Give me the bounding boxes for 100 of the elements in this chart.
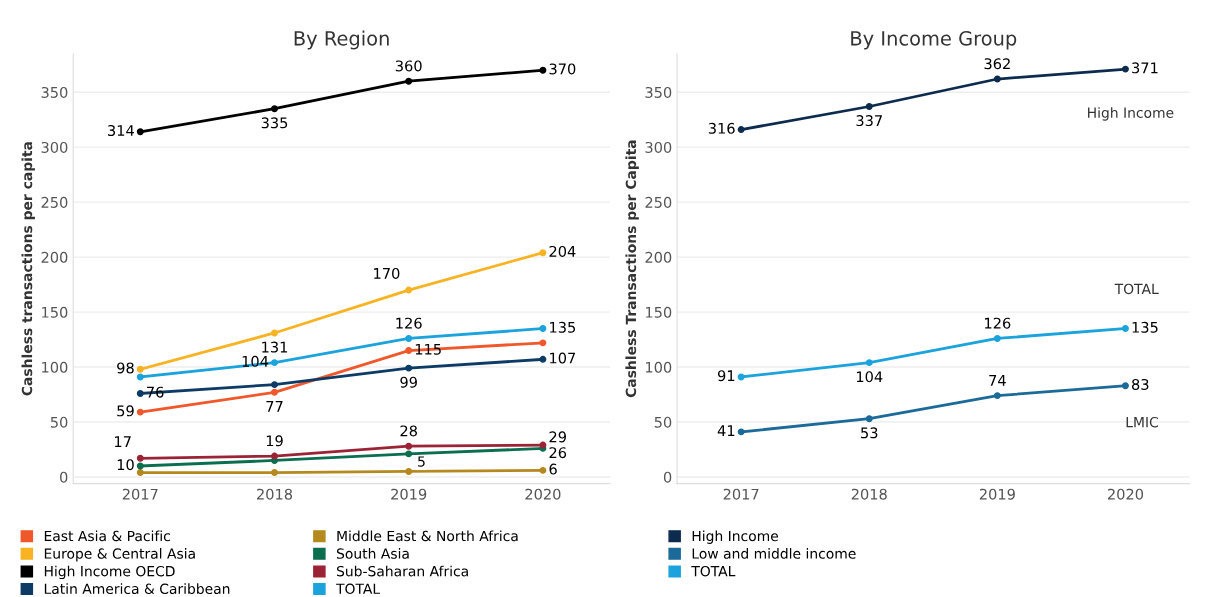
point (271, 388, 278, 396)
data-label: 98 (117, 362, 134, 374)
data-label: 370 (549, 63, 576, 75)
y-tick-label: 250 (41, 196, 68, 208)
y-tick-label: 350 (41, 86, 68, 98)
data-label: 83 (1131, 378, 1149, 390)
data-label: 337 (856, 115, 882, 127)
x-tick-label: 2017 (122, 488, 158, 500)
chart-title: By Income Group (851, 30, 1017, 50)
y-tick-label: 0 (663, 471, 672, 483)
data-label: 107 (550, 352, 576, 364)
point (993, 75, 1001, 83)
point (539, 355, 547, 363)
point (539, 466, 547, 474)
y-axis-title: Cashless Transactions per Capita (625, 140, 639, 398)
point (271, 105, 278, 113)
point (405, 286, 413, 294)
data-label: 41 (717, 425, 735, 436)
point (737, 428, 745, 436)
point (136, 365, 144, 373)
y-tick-label: 150 (42, 306, 68, 318)
point (405, 468, 413, 475)
point (271, 469, 278, 477)
data-label: 170 (374, 267, 400, 279)
point (405, 347, 413, 355)
point (405, 450, 413, 458)
data-label: 115 (415, 343, 441, 355)
y-axis-title: Cashless transactions per capita (21, 142, 35, 396)
annotation: High Income (1088, 107, 1174, 121)
data-label: 19 (266, 435, 283, 447)
point (136, 389, 144, 397)
data-label: 99 (400, 376, 417, 388)
chart-title: By Region (294, 30, 389, 50)
point (539, 66, 547, 74)
point (865, 415, 873, 423)
point (136, 408, 144, 416)
legend-label: Latin America & Caribbean (44, 583, 230, 595)
y-tick-label: 300 (645, 141, 672, 153)
point (539, 339, 547, 347)
data-label: 126 (985, 317, 1011, 329)
data-label: 126 (396, 317, 422, 329)
point (405, 442, 413, 450)
point (405, 364, 413, 372)
y-tick-label: 50 (50, 416, 68, 428)
point (737, 126, 745, 134)
legend-label: TOTAL (691, 565, 736, 577)
point (271, 329, 278, 337)
legend-label: Sub-Saharan Africa (336, 565, 468, 577)
point (865, 103, 873, 110)
point (271, 359, 278, 367)
data-label: 135 (550, 321, 576, 333)
data-label: 77 (266, 401, 283, 412)
data-label: 59 (117, 405, 134, 417)
data-label: 17 (115, 436, 131, 447)
point (539, 249, 547, 257)
point (539, 325, 547, 333)
y-tick-label: 100 (646, 361, 672, 373)
legend-label: Europe & Central Asia (44, 548, 195, 562)
x-tick-label: 2017 (723, 488, 759, 500)
y-tick-label: 300 (41, 141, 68, 153)
point (271, 381, 278, 389)
legend-label: High Income (692, 530, 779, 544)
data-label: 10 (117, 459, 134, 471)
data-label: 28 (400, 425, 417, 437)
x-tick-label: 2020 (525, 488, 561, 500)
y-tick-label: 150 (646, 306, 672, 318)
point (1121, 65, 1129, 73)
x-tick-label: 2020 (1107, 488, 1144, 500)
point (405, 334, 413, 342)
point (136, 128, 144, 136)
point (271, 452, 278, 460)
data-label: 74 (989, 375, 1006, 386)
point (1121, 325, 1129, 333)
y-tick-label: 250 (645, 196, 672, 208)
data-label: 53 (861, 427, 878, 439)
data-label: 131 (262, 341, 288, 353)
y-tick-label: 100 (42, 361, 68, 373)
point (1121, 382, 1129, 390)
y-tick-label: 50 (654, 416, 672, 428)
legend-label: Low and middle income (692, 548, 856, 559)
x-tick-label: 2018 (851, 488, 887, 500)
data-label: 362 (984, 58, 1010, 70)
data-label: 135 (1132, 321, 1158, 333)
legend-label: High Income OECD (44, 565, 175, 580)
data-label: 29 (549, 431, 566, 443)
data-label: 204 (549, 245, 576, 257)
legend-label: Middle East & North Africa (337, 530, 518, 542)
annotation: LMIC (1126, 416, 1158, 428)
point (405, 77, 413, 85)
data-label: 6 (549, 463, 557, 475)
x-tick-label: 2019 (391, 488, 427, 500)
legend-label: East Asia & Pacific (44, 530, 170, 542)
data-label: 91 (717, 370, 735, 382)
data-label: 360 (395, 60, 422, 72)
data-label: 371 (1132, 62, 1158, 74)
x-tick-label: 2018 (257, 488, 293, 500)
data-label: 316 (708, 122, 735, 134)
point (136, 454, 144, 462)
y-tick-label: 200 (645, 251, 672, 263)
data-label: 314 (108, 124, 134, 137)
